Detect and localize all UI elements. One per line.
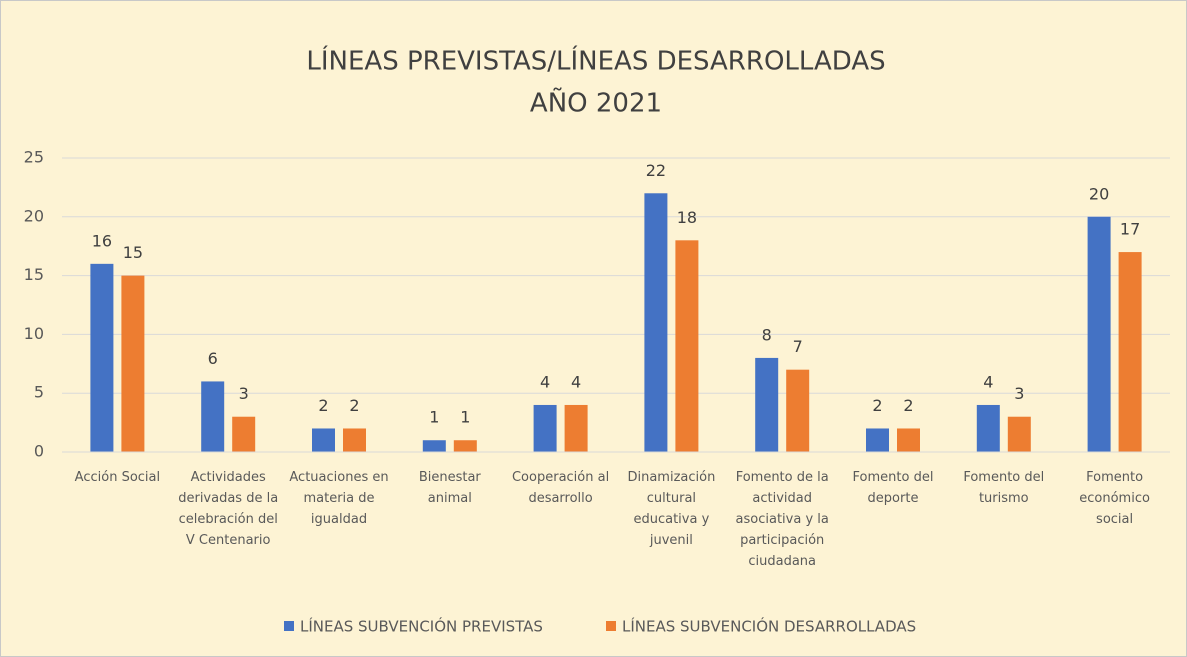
chart-title: LÍNEAS PREVISTAS/LÍNEAS DESARROLLADAS xyxy=(306,45,885,77)
bar xyxy=(343,428,366,452)
legend-label: LÍNEAS SUBVENCIÓN PREVISTAS xyxy=(300,617,543,636)
x-tick-label: Actuaciones en materia de igualdad xyxy=(289,470,388,527)
bar xyxy=(121,275,145,452)
bar xyxy=(422,440,446,452)
data-label: 2 xyxy=(318,396,328,415)
data-label: 4 xyxy=(540,372,550,391)
data-label: 17 xyxy=(1120,220,1140,239)
bar xyxy=(976,404,1000,452)
bar xyxy=(1087,216,1111,452)
data-label: 2 xyxy=(349,396,359,415)
chart-subtitle: AÑO 2021 xyxy=(530,87,662,119)
bar xyxy=(786,369,810,452)
data-label: 1 xyxy=(460,408,470,427)
y-tick-label: 25 xyxy=(24,148,44,167)
x-tick-label: Fomento del turismo xyxy=(963,470,1044,506)
x-tick-label: Fomento del deporte xyxy=(853,470,934,506)
legend-swatch xyxy=(284,621,294,631)
data-label: 3 xyxy=(1014,384,1024,403)
bar xyxy=(453,440,477,452)
x-tick-label: Acción Social xyxy=(75,470,160,485)
bar xyxy=(866,428,889,452)
bar xyxy=(1007,416,1031,452)
data-label: 4 xyxy=(983,372,993,391)
data-label: 2 xyxy=(872,396,882,415)
x-tick-label: Cooperación al desarrollo xyxy=(512,470,609,506)
data-label: 15 xyxy=(123,243,143,262)
bar xyxy=(755,357,779,452)
data-label: 1 xyxy=(429,408,439,427)
bar xyxy=(644,193,668,452)
x-tick-label: Bienestar animal xyxy=(419,470,482,506)
y-tick-label: 10 xyxy=(24,324,44,343)
bar xyxy=(675,240,699,452)
data-label: 4 xyxy=(571,372,581,391)
legend-swatch xyxy=(606,621,616,631)
bar xyxy=(533,404,557,452)
data-label: 2 xyxy=(903,396,913,415)
y-tick-label: 0 xyxy=(34,442,44,461)
x-tick-label: Actividades derivadas de la celebración de… xyxy=(178,470,278,548)
bar xyxy=(90,263,114,452)
bar xyxy=(232,416,256,452)
bar xyxy=(1118,252,1142,452)
data-label: 7 xyxy=(793,337,803,356)
x-tick-label: Fomento de la actividad asociativa y la par… xyxy=(736,470,829,569)
legend-label: LÍNEAS SUBVENCIÓN DESARROLLADAS xyxy=(622,617,916,636)
data-label: 22 xyxy=(646,161,666,180)
bar xyxy=(312,428,335,452)
data-label: 18 xyxy=(677,208,697,227)
data-label: 16 xyxy=(92,231,112,250)
data-label: 6 xyxy=(208,349,218,368)
x-tick-label: Fomento económico social xyxy=(1079,470,1150,527)
data-label: 8 xyxy=(762,325,772,344)
data-label: 20 xyxy=(1089,184,1109,203)
y-tick-label: 20 xyxy=(24,206,44,225)
bar xyxy=(201,381,225,452)
y-tick-label: 5 xyxy=(34,383,44,402)
bar xyxy=(897,428,920,452)
x-tick-label: Dinamización cultural educativa y juvenil xyxy=(627,470,715,548)
bar xyxy=(564,404,588,452)
y-tick-label: 15 xyxy=(24,265,44,284)
data-label: 3 xyxy=(239,384,249,403)
